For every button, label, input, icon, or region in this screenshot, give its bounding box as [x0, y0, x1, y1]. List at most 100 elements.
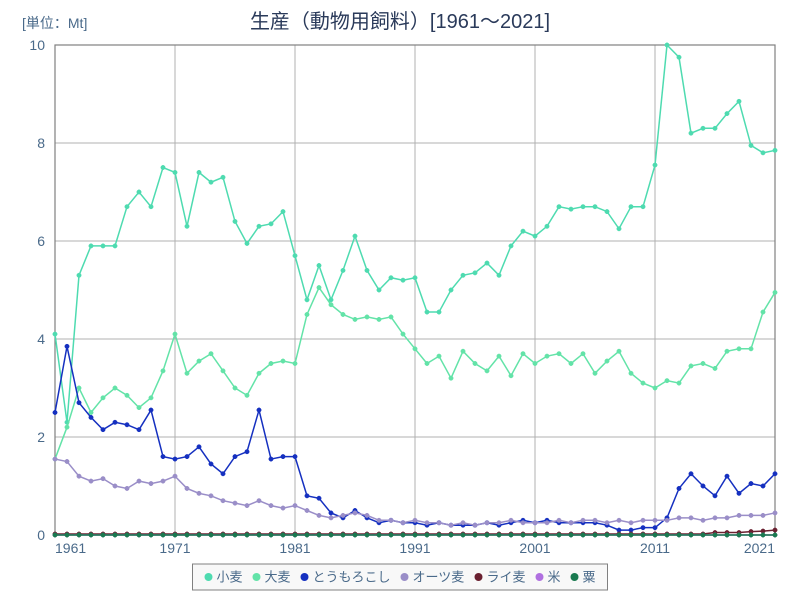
- series-marker: [689, 364, 693, 368]
- series-marker: [185, 533, 189, 537]
- series-marker: [533, 234, 537, 238]
- series-marker: [449, 288, 453, 292]
- series-marker: [341, 533, 345, 537]
- series-marker: [389, 533, 393, 537]
- series-marker: [65, 459, 69, 463]
- series-marker: [569, 207, 573, 211]
- series-marker: [761, 151, 765, 155]
- series-marker: [161, 369, 165, 373]
- series-marker: [665, 533, 669, 537]
- series-marker: [401, 332, 405, 336]
- series-marker: [137, 479, 141, 483]
- series-marker: [173, 474, 177, 478]
- series-marker: [173, 332, 177, 336]
- series-marker: [473, 523, 477, 527]
- series-marker: [317, 285, 321, 289]
- series-marker: [365, 513, 369, 517]
- series-marker: [53, 410, 57, 414]
- series-marker: [329, 516, 333, 520]
- series-marker: [197, 359, 201, 363]
- series-marker: [197, 170, 201, 174]
- series-marker: [89, 244, 93, 248]
- series-marker: [641, 525, 645, 529]
- series-marker: [341, 312, 345, 316]
- series-marker: [761, 513, 765, 517]
- series-marker: [125, 533, 129, 537]
- series-marker: [365, 533, 369, 537]
- series-marker: [317, 496, 321, 500]
- y-tick-label: 6: [37, 233, 45, 249]
- series-marker: [701, 484, 705, 488]
- legend-label: ライ麦: [487, 570, 526, 585]
- series-marker: [257, 533, 261, 537]
- series-marker: [113, 533, 117, 537]
- series-marker: [389, 315, 393, 319]
- series-marker: [629, 521, 633, 525]
- series-marker: [89, 479, 93, 483]
- x-tick-label: 1971: [159, 540, 190, 556]
- series-marker: [377, 317, 381, 321]
- unit-label: [単位：Mt]: [22, 15, 87, 31]
- series-marker: [269, 222, 273, 226]
- legend-label: 小麦: [217, 570, 243, 585]
- series-marker: [185, 486, 189, 490]
- series-marker: [245, 450, 249, 454]
- series-marker: [641, 518, 645, 522]
- series-marker: [341, 268, 345, 272]
- series-marker: [101, 427, 105, 431]
- series-marker: [77, 273, 81, 277]
- legend-marker: [475, 573, 483, 581]
- series-marker: [137, 405, 141, 409]
- series-marker: [269, 457, 273, 461]
- series-marker: [401, 521, 405, 525]
- series-marker: [65, 344, 69, 348]
- series-marker: [185, 224, 189, 228]
- series-marker: [101, 244, 105, 248]
- series-marker: [257, 499, 261, 503]
- series-marker: [245, 393, 249, 397]
- series-marker: [305, 494, 309, 498]
- series-marker: [125, 423, 129, 427]
- series-marker: [749, 347, 753, 351]
- series-marker: [425, 310, 429, 314]
- series-marker: [53, 457, 57, 461]
- series-marker: [653, 163, 657, 167]
- y-tick-label: 10: [29, 37, 45, 53]
- series-marker: [389, 276, 393, 280]
- series-marker: [185, 454, 189, 458]
- series-marker: [629, 205, 633, 209]
- y-tick-label: 2: [37, 429, 45, 445]
- series-marker: [377, 518, 381, 522]
- series-marker: [749, 533, 753, 537]
- series-marker: [77, 474, 81, 478]
- series-marker: [89, 415, 93, 419]
- y-tick-label: 8: [37, 135, 45, 151]
- x-tick-label: 2021: [744, 540, 775, 556]
- series-marker: [689, 516, 693, 520]
- series-marker: [269, 533, 273, 537]
- legend-marker: [401, 573, 409, 581]
- series-marker: [149, 481, 153, 485]
- series-marker: [497, 521, 501, 525]
- series-marker: [749, 143, 753, 147]
- series-marker: [521, 229, 525, 233]
- series-marker: [581, 352, 585, 356]
- series-marker: [293, 454, 297, 458]
- series-marker: [605, 359, 609, 363]
- series-marker: [509, 244, 513, 248]
- series-marker: [581, 533, 585, 537]
- series-marker: [653, 518, 657, 522]
- series-marker: [593, 371, 597, 375]
- series-marker: [233, 219, 237, 223]
- series-marker: [209, 494, 213, 498]
- series-marker: [209, 352, 213, 356]
- series-marker: [149, 205, 153, 209]
- series-marker: [161, 454, 165, 458]
- series-marker: [137, 533, 141, 537]
- series-marker: [257, 371, 261, 375]
- series-marker: [485, 521, 489, 525]
- series-marker: [617, 533, 621, 537]
- series-marker: [677, 381, 681, 385]
- series-marker: [221, 369, 225, 373]
- series-marker: [101, 396, 105, 400]
